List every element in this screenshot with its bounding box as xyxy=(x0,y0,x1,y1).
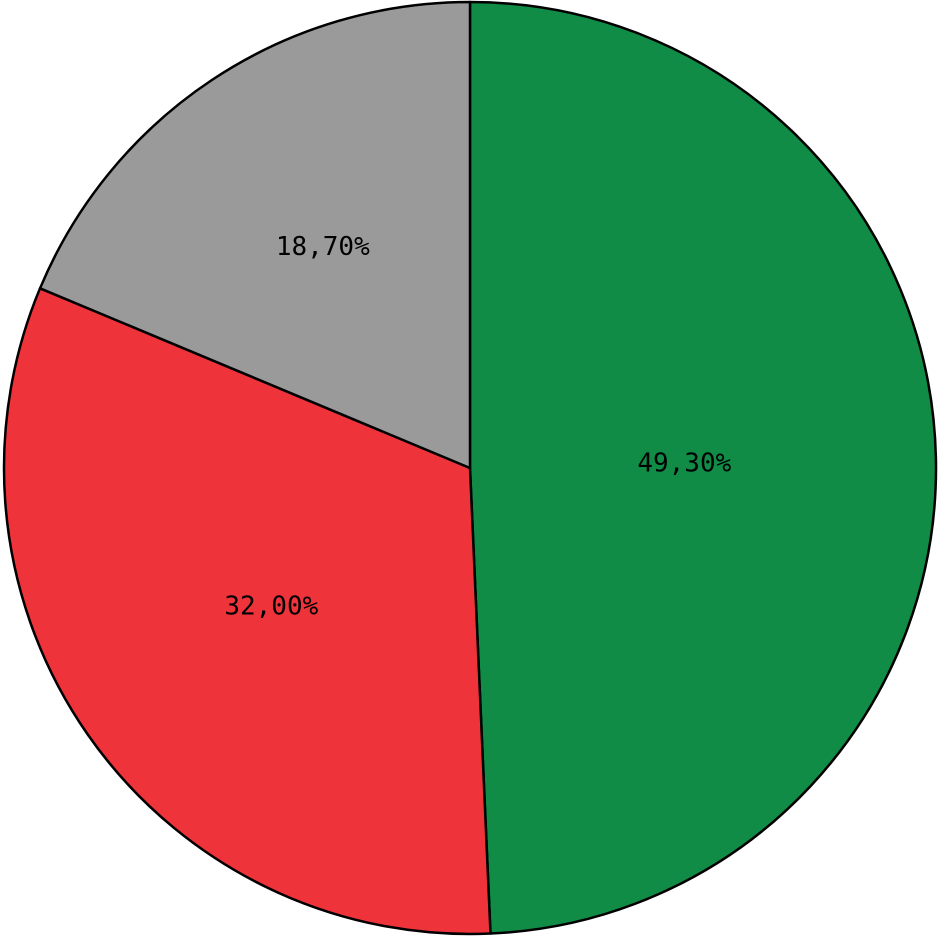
pie-slice-1-label: 49,30% xyxy=(637,448,731,478)
pie-slice-2-label: 32,00% xyxy=(224,592,318,622)
pie-labels: 49,30% 32,00% 18,70% xyxy=(224,232,731,622)
pie-slice-1 xyxy=(468,0,938,935)
pie-slice-3-label: 18,70% xyxy=(276,232,370,262)
pie-slice-3 xyxy=(38,0,472,470)
pie-slice-2 xyxy=(2,287,492,936)
